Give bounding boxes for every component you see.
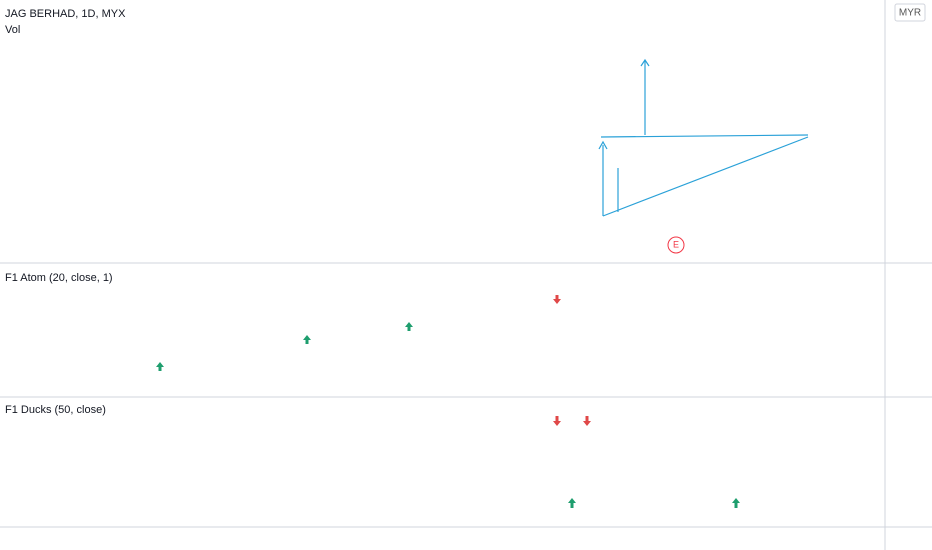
buy-signal: [732, 498, 740, 508]
indicator-title: F1 Atom (20, close, 1): [5, 272, 113, 284]
currency-label[interactable]: MYR: [899, 8, 921, 19]
volume-title: Vol: [5, 24, 20, 36]
sell-signal: [583, 416, 591, 426]
sell-signal: [553, 295, 561, 304]
resistance-line: [600, 134, 809, 138]
indicator-title: F1 Ducks (50, close): [5, 404, 106, 416]
pattern-drawing: [598, 58, 809, 217]
earnings-badge[interactable]: [667, 236, 685, 254]
symbol-title: JAG BERHAD, 1D, MYX: [5, 8, 126, 20]
currency-box[interactable]: [894, 3, 926, 22]
target-arrow-head: [640, 58, 650, 67]
buy-signal: [568, 498, 576, 508]
buy-signal: [156, 362, 164, 371]
buy-signal: [303, 335, 311, 344]
pattern-arrow-head: [598, 140, 608, 150]
support-line: [602, 136, 809, 217]
buy-signal: [405, 322, 413, 331]
earnings-label[interactable]: E: [673, 239, 679, 249]
sell-signal: [553, 416, 561, 426]
signal-arrows: [156, 295, 740, 508]
